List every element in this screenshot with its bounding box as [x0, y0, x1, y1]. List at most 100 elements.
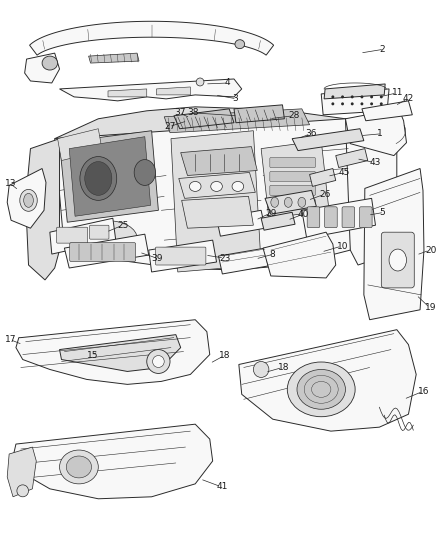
- Polygon shape: [30, 21, 274, 55]
- Polygon shape: [164, 109, 310, 133]
- Polygon shape: [292, 129, 364, 151]
- Polygon shape: [50, 218, 116, 254]
- Text: 42: 42: [403, 94, 414, 103]
- FancyBboxPatch shape: [270, 199, 315, 209]
- Ellipse shape: [60, 450, 98, 484]
- Text: 10: 10: [337, 241, 348, 251]
- Ellipse shape: [389, 249, 406, 271]
- Circle shape: [152, 356, 164, 367]
- Polygon shape: [25, 139, 60, 280]
- Ellipse shape: [235, 39, 245, 49]
- Ellipse shape: [80, 157, 117, 200]
- Ellipse shape: [134, 159, 155, 185]
- Text: 25: 25: [118, 221, 129, 230]
- Text: 26: 26: [319, 190, 331, 199]
- Circle shape: [380, 95, 383, 99]
- Text: 29: 29: [265, 209, 276, 218]
- Polygon shape: [263, 232, 336, 278]
- Text: 23: 23: [219, 254, 231, 263]
- FancyBboxPatch shape: [325, 207, 337, 228]
- Polygon shape: [346, 119, 397, 265]
- Ellipse shape: [20, 189, 37, 211]
- Text: 2: 2: [379, 45, 385, 54]
- Ellipse shape: [271, 197, 279, 207]
- Polygon shape: [216, 211, 265, 236]
- Polygon shape: [346, 109, 406, 156]
- Text: 39: 39: [152, 254, 163, 263]
- Polygon shape: [7, 447, 36, 497]
- Polygon shape: [25, 53, 60, 83]
- FancyBboxPatch shape: [90, 225, 109, 239]
- Text: 11: 11: [392, 88, 403, 98]
- Text: 19: 19: [425, 303, 436, 312]
- Text: 41: 41: [216, 482, 228, 491]
- Circle shape: [360, 102, 364, 106]
- Polygon shape: [261, 141, 329, 218]
- Ellipse shape: [189, 181, 201, 191]
- Text: 38: 38: [187, 108, 199, 117]
- Circle shape: [370, 95, 373, 99]
- Text: 1: 1: [378, 129, 383, 138]
- FancyBboxPatch shape: [342, 207, 355, 228]
- Polygon shape: [58, 129, 102, 160]
- Polygon shape: [234, 105, 284, 123]
- Circle shape: [380, 102, 383, 106]
- FancyBboxPatch shape: [70, 243, 136, 262]
- FancyBboxPatch shape: [270, 158, 315, 167]
- Text: 40: 40: [298, 210, 309, 219]
- Ellipse shape: [284, 197, 292, 207]
- Text: 20: 20: [425, 246, 436, 255]
- Text: 45: 45: [339, 168, 350, 177]
- Ellipse shape: [85, 161, 112, 196]
- Text: 15: 15: [87, 351, 98, 360]
- Circle shape: [341, 102, 344, 106]
- Text: 3: 3: [232, 94, 238, 103]
- Circle shape: [196, 78, 204, 86]
- Polygon shape: [174, 109, 234, 129]
- Polygon shape: [182, 196, 253, 228]
- Polygon shape: [324, 84, 385, 99]
- Polygon shape: [302, 198, 375, 238]
- Text: 37: 37: [174, 108, 185, 117]
- Polygon shape: [364, 168, 424, 320]
- Ellipse shape: [232, 181, 244, 191]
- Circle shape: [147, 350, 170, 374]
- Polygon shape: [179, 173, 255, 198]
- Text: 4: 4: [224, 78, 230, 87]
- Text: 43: 43: [370, 158, 381, 167]
- FancyBboxPatch shape: [307, 207, 320, 228]
- Circle shape: [253, 361, 269, 377]
- Polygon shape: [310, 168, 336, 187]
- Polygon shape: [108, 89, 147, 97]
- Polygon shape: [239, 330, 416, 431]
- Circle shape: [332, 95, 334, 99]
- Ellipse shape: [79, 221, 137, 255]
- Text: 36: 36: [306, 129, 317, 138]
- FancyBboxPatch shape: [360, 207, 372, 228]
- Polygon shape: [60, 131, 159, 222]
- Ellipse shape: [42, 56, 58, 70]
- Polygon shape: [181, 147, 257, 175]
- Text: 8: 8: [269, 249, 275, 259]
- Polygon shape: [88, 53, 139, 63]
- Text: 18: 18: [278, 363, 289, 372]
- Polygon shape: [55, 119, 360, 270]
- Circle shape: [341, 95, 344, 99]
- FancyBboxPatch shape: [270, 172, 315, 181]
- Polygon shape: [55, 107, 370, 144]
- FancyBboxPatch shape: [381, 232, 414, 288]
- Text: 17: 17: [5, 335, 17, 344]
- FancyBboxPatch shape: [155, 247, 206, 265]
- Ellipse shape: [297, 369, 346, 409]
- Polygon shape: [60, 335, 181, 372]
- Polygon shape: [261, 212, 295, 230]
- FancyBboxPatch shape: [270, 185, 315, 196]
- Circle shape: [370, 102, 373, 106]
- Circle shape: [351, 102, 353, 106]
- Polygon shape: [7, 168, 46, 228]
- Polygon shape: [336, 149, 368, 167]
- Polygon shape: [265, 190, 316, 214]
- Polygon shape: [16, 320, 210, 384]
- Polygon shape: [219, 248, 268, 274]
- Circle shape: [332, 102, 334, 106]
